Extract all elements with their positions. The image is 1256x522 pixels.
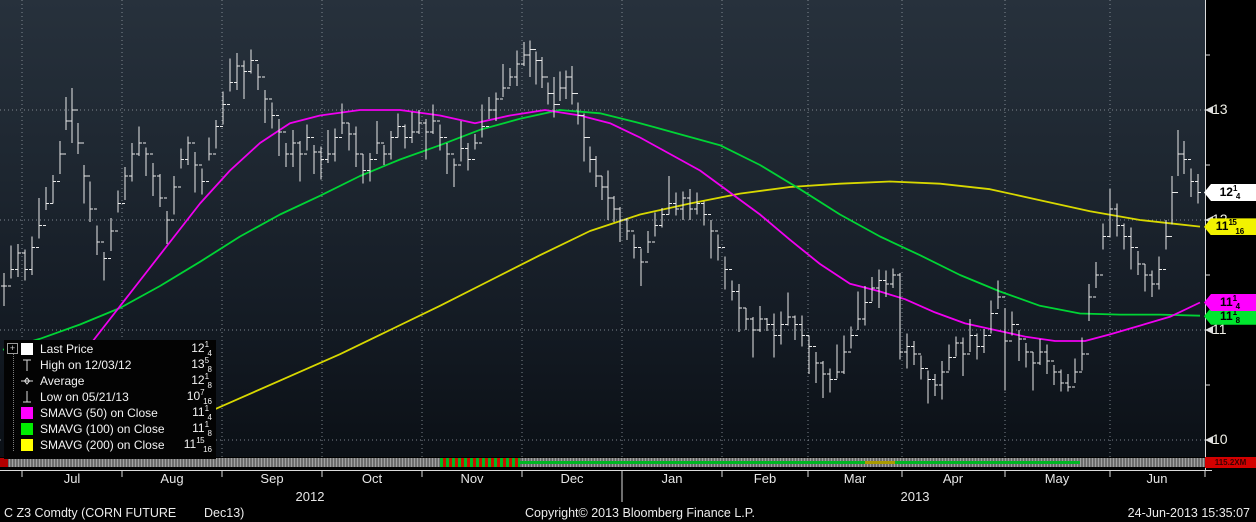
high-marker-icon	[23, 359, 31, 371]
smavg50-swatch-icon	[21, 407, 33, 419]
smavg100-price-tag: 1118	[1204, 307, 1256, 325]
month-label-apr: Apr	[942, 471, 964, 486]
legend-label: High on 12/03/12	[40, 358, 132, 372]
smavg200-price-tag: 111516	[1204, 218, 1256, 236]
year-label-2012: 2012	[295, 489, 325, 504]
legend-label: Low on 05/21/13	[40, 390, 129, 404]
smavg50-price-tag: 1114	[1204, 294, 1256, 311]
legend-row-last-price[interactable]: Last Price 1214	[4, 340, 216, 358]
timestamp: 24-Jun-2013 15:35:07	[1127, 506, 1250, 520]
legend-value: 1358	[191, 356, 212, 374]
low-marker-icon	[23, 391, 31, 403]
legend-value: 1218	[191, 372, 212, 390]
month-label-mar: Mar	[843, 471, 867, 486]
legend-label: SMAVG (200) on Close	[40, 438, 165, 452]
month-label-feb: Feb	[753, 471, 777, 486]
legend-value: 1118	[192, 420, 212, 438]
chart-legend: + Last Price 1214 High on 12/03/12 1358 …	[4, 340, 216, 459]
y-axis-label-13: 13	[1212, 101, 1228, 117]
month-label-oct: Oct	[361, 471, 383, 486]
legend-label: Last Price	[40, 342, 94, 356]
month-label-aug: Aug	[160, 471, 184, 486]
month-label-jan: Jan	[661, 471, 683, 486]
month-label-may: May	[1044, 471, 1070, 486]
smavg100-swatch-icon	[21, 423, 33, 435]
smavg200-swatch-icon	[21, 439, 33, 451]
legend-label: SMAVG (100) on Close	[40, 422, 165, 436]
y-axis-label-10: 10	[1212, 431, 1228, 447]
legend-value: 1114	[192, 404, 212, 422]
copyright-text: Copyright© 2013 Bloomberg Finance L.P.	[525, 506, 755, 520]
legend-row-high[interactable]: High on 12/03/12 1358	[4, 356, 216, 374]
strip-mixed-segment	[440, 458, 520, 467]
legend-row-average[interactable]: Average 1218	[4, 372, 216, 390]
last-price-swatch-icon	[21, 343, 33, 355]
year-label-2013: 2013	[900, 489, 930, 504]
legend-label: Average	[40, 374, 85, 388]
month-label-jun: Jun	[1146, 471, 1168, 486]
month-label-nov: Nov	[460, 471, 484, 486]
strip-red-segment	[0, 458, 8, 467]
legend-value: 1214	[191, 340, 212, 358]
month-label-dec: Dec	[560, 471, 584, 486]
date-range-scrollbar[interactable]	[0, 458, 1205, 467]
legend-value: 111516	[183, 436, 212, 454]
legend-row-smavg50[interactable]: SMAVG (50) on Close 1114	[4, 404, 216, 422]
legend-collapse-toggle[interactable]: +	[7, 343, 18, 354]
strip-green-segment	[520, 458, 1080, 467]
strip-olive-segment	[865, 461, 895, 464]
legend-row-low[interactable]: Low on 05/21/13 10716	[4, 388, 216, 406]
y-axis-label-11: 11	[1212, 321, 1227, 337]
month-label-sep: Sep	[260, 471, 284, 486]
month-label-jul: Jul	[63, 471, 81, 486]
last-price-tag: 1214	[1204, 184, 1256, 201]
strip-value-badge: 115.2XM	[1205, 457, 1256, 468]
legend-row-smavg100[interactable]: SMAVG (100) on Close 1118	[4, 420, 216, 438]
legend-label: SMAVG (50) on Close	[40, 406, 158, 420]
legend-row-smavg200[interactable]: SMAVG (200) on Close 111516	[4, 436, 216, 454]
status-bar: C Z3 Comdty (CORN FUTURE Dec13) Copyrigh…	[0, 505, 1256, 522]
ticker-description: C Z3 Comdty (CORN FUTURE Dec13)	[4, 506, 245, 520]
average-marker-icon	[21, 377, 33, 385]
legend-value: 10716	[186, 388, 212, 406]
